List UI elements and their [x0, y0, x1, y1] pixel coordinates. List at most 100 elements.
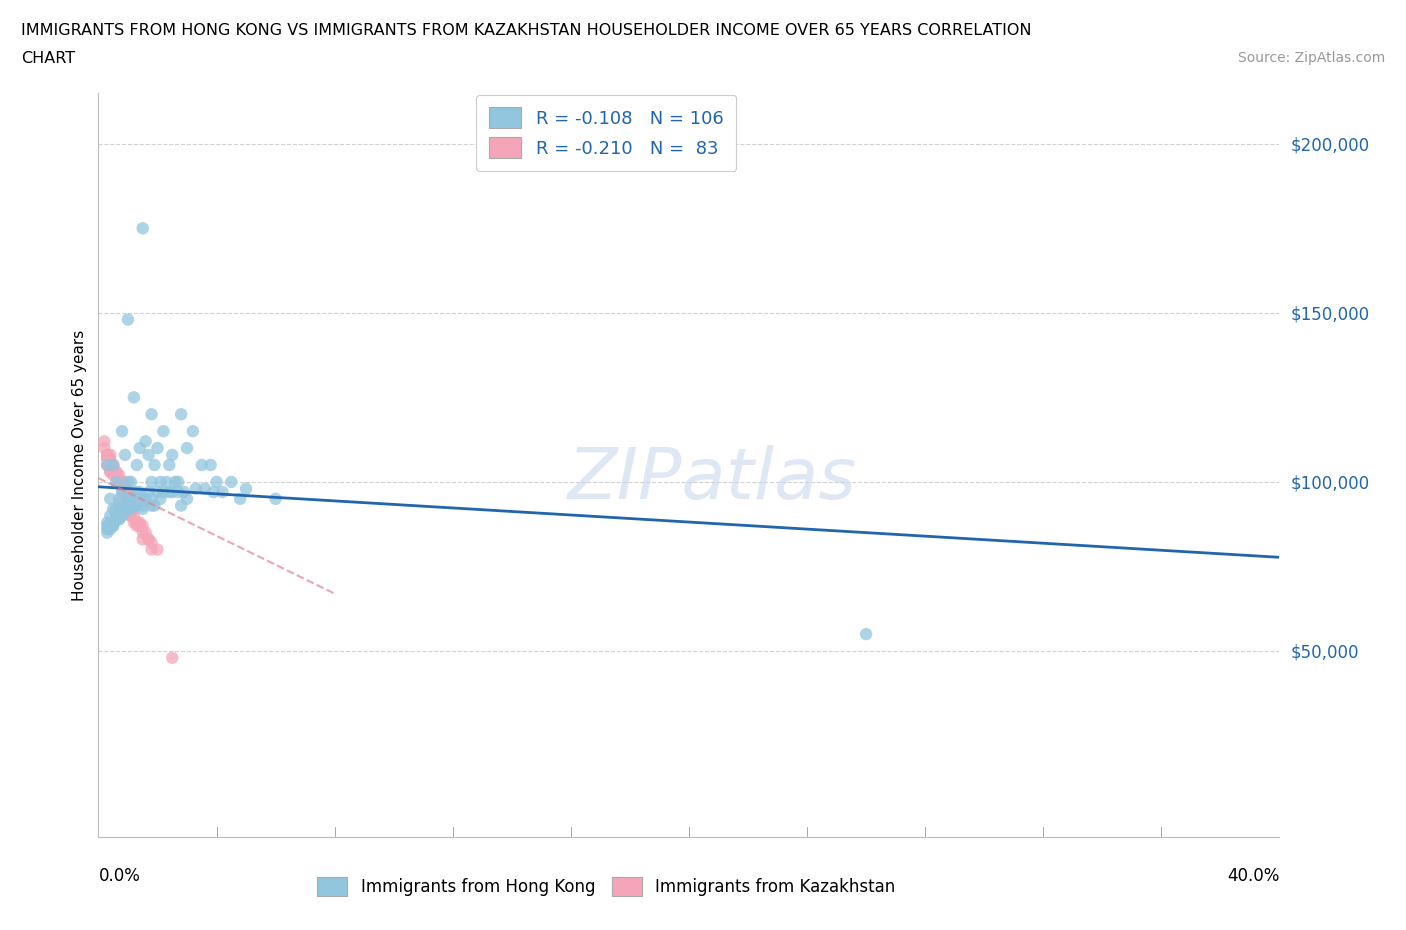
Text: 0.0%: 0.0%	[98, 867, 141, 884]
Point	[170, 498, 193, 513]
Point	[111, 491, 134, 506]
Point	[111, 485, 134, 499]
Y-axis label: Householder Income Over 65 years: Householder Income Over 65 years	[72, 329, 87, 601]
Point	[105, 509, 128, 524]
Point	[141, 474, 163, 489]
Point	[125, 515, 148, 530]
Text: IMMIGRANTS FROM HONG KONG VS IMMIGRANTS FROM KAZAKHSTAN HOUSEHOLDER INCOME OVER : IMMIGRANTS FROM HONG KONG VS IMMIGRANTS …	[21, 23, 1032, 38]
Point	[120, 491, 142, 506]
Point	[103, 515, 125, 530]
Point	[96, 522, 118, 537]
Point	[138, 485, 160, 499]
Point	[114, 485, 136, 499]
Point	[103, 464, 125, 479]
Point	[96, 458, 118, 472]
Point	[108, 512, 131, 526]
Point	[181, 424, 204, 439]
Point	[111, 424, 134, 439]
Point	[93, 434, 115, 449]
Point	[157, 485, 180, 499]
Point	[194, 481, 217, 496]
Point	[103, 464, 125, 479]
Point	[98, 458, 121, 472]
Point	[125, 498, 148, 513]
Point	[120, 509, 142, 524]
Point	[108, 474, 131, 489]
Point	[117, 485, 139, 499]
Point	[176, 441, 198, 456]
Point	[128, 485, 150, 499]
Point	[98, 458, 121, 472]
Point	[108, 474, 131, 489]
Point	[111, 474, 134, 489]
Point	[114, 498, 136, 513]
Point	[108, 491, 131, 506]
Point	[111, 509, 134, 524]
Point	[135, 525, 157, 540]
Point	[105, 468, 128, 483]
Point	[103, 464, 125, 479]
Point	[122, 515, 145, 530]
Point	[120, 501, 142, 516]
Point	[105, 501, 128, 516]
Point	[146, 542, 169, 557]
Point	[132, 501, 155, 516]
Point	[135, 491, 157, 506]
Point	[98, 509, 121, 524]
Point	[98, 447, 121, 462]
Point	[235, 481, 257, 496]
Point	[96, 451, 118, 466]
Point	[138, 447, 160, 462]
Point	[105, 468, 128, 483]
Point	[103, 458, 125, 472]
Point	[105, 468, 128, 483]
Point	[146, 441, 169, 456]
Point	[108, 474, 131, 489]
Point	[98, 522, 121, 537]
Point	[176, 491, 198, 506]
Point	[141, 406, 163, 421]
Point	[132, 518, 155, 533]
Point	[103, 464, 125, 479]
Point	[152, 485, 174, 499]
Point	[128, 518, 150, 533]
Point	[132, 220, 155, 235]
Point	[135, 434, 157, 449]
Point	[98, 458, 121, 472]
Point	[143, 498, 166, 513]
Point	[128, 518, 150, 533]
Point	[165, 474, 187, 489]
Point	[117, 498, 139, 513]
Point	[120, 509, 142, 524]
Point	[114, 481, 136, 496]
Point	[162, 447, 183, 462]
Point	[157, 458, 180, 472]
Point	[98, 518, 121, 533]
Point	[162, 650, 183, 665]
Point	[96, 447, 118, 462]
Point	[108, 512, 131, 526]
Text: 40.0%: 40.0%	[1227, 867, 1279, 884]
Point	[96, 451, 118, 466]
Point	[93, 441, 115, 456]
Point	[855, 627, 877, 642]
Point	[132, 532, 155, 547]
Point	[108, 474, 131, 489]
Point	[114, 481, 136, 496]
Point	[117, 498, 139, 513]
Point	[105, 468, 128, 483]
Point	[98, 458, 121, 472]
Point	[103, 501, 125, 516]
Point	[103, 518, 125, 533]
Point	[98, 464, 121, 479]
Point	[105, 468, 128, 483]
Point	[173, 485, 195, 499]
Point	[114, 501, 136, 516]
Text: CHART: CHART	[21, 51, 75, 66]
Point	[96, 525, 118, 540]
Point	[125, 458, 148, 472]
Point	[96, 515, 118, 530]
Point	[202, 485, 225, 499]
Point	[98, 491, 121, 506]
Point	[114, 447, 136, 462]
